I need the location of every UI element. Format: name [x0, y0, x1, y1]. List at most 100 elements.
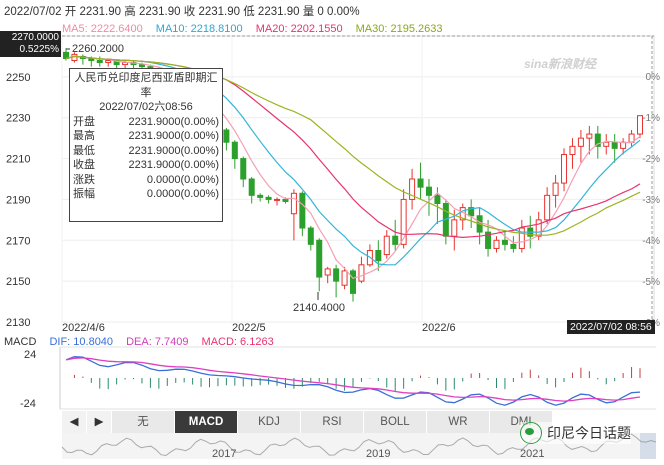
cursor-price-box: 2270.0000 0.5225% [0, 31, 61, 57]
candle-body [299, 192, 306, 229]
overview-year: 2019 [366, 448, 390, 460]
candle-body [552, 182, 559, 196]
macd-legend: MACD DIF: 10.8040 DEA: 7.7409 MACD: 6.12… [4, 336, 284, 348]
ma-lines [65, 55, 641, 279]
candle-body [425, 186, 432, 196]
tooltip-row: 最低 2231.9000(0.00%) [73, 144, 219, 157]
candle-body [274, 198, 281, 201]
y-tick-label: 2230 [6, 113, 30, 125]
candle-body [417, 178, 424, 188]
candle-body [611, 141, 618, 149]
tab-macd[interactable]: MACD [175, 411, 238, 433]
percent-tick-label: -3% [642, 195, 660, 206]
ma30-line [65, 55, 641, 236]
percent-axis: 0%-1%-2%-3%-4%-5%-6% [642, 72, 660, 329]
percent-tick-label: -5% [642, 277, 660, 288]
cursor-price: 2270.0000 [11, 32, 59, 43]
candle-body [501, 239, 508, 245]
y-tick-label: 2130 [6, 317, 30, 329]
annotations: 2260.2000 2140.4000 [66, 43, 345, 314]
candle-body [265, 196, 272, 200]
candle-body [594, 133, 601, 147]
tab-none[interactable]: 无 [112, 411, 175, 433]
tab-rsi[interactable]: RSI [301, 411, 364, 433]
wechat-watermark: 印尼今日话题 [520, 422, 631, 444]
ma10-legend: MA10: 2218.8100 [155, 23, 243, 35]
tooltip-row: 开盘 2231.9000(0.00%) [73, 115, 219, 128]
candle-body [350, 270, 356, 294]
x-tick-label: 2022/4/6 [62, 322, 105, 334]
ma20-legend: MA20: 2202.1550 [255, 23, 343, 35]
tooltip-row: 最高 2231.9000(0.00%) [73, 130, 219, 142]
cursor-date-box: 2022/07/02 08:56 [567, 320, 655, 334]
ma5-legend: MA5: 2222.6400 [62, 23, 143, 35]
low-annotation: 2140.4000 [293, 302, 345, 314]
date-axis: 2022/4/6 2022/5 2022/6 [62, 322, 456, 334]
percent-tick-label: 0% [646, 72, 661, 83]
candle-body [603, 141, 610, 147]
open-label: 开 [64, 6, 77, 18]
candle-body [400, 198, 407, 245]
overview-selection[interactable] [640, 433, 656, 459]
ohlc-tooltip: 人民币兑印度尼西亚盾即期汇率 2022/07/02六08:56 开盘 2231.9… [69, 68, 223, 222]
candle-body [561, 153, 568, 184]
candle-body [518, 227, 525, 249]
candle-body [569, 145, 576, 155]
dea-legend: DEA: 7.7409 [126, 336, 189, 348]
overview-year: 2017 [212, 448, 236, 460]
tooltip-row: 振幅 0.0000(0.00%) [73, 188, 219, 200]
crosshair [62, 35, 654, 322]
wechat-account: 印尼今日话题 [547, 425, 631, 441]
dif-legend: DIF: 10.8040 [49, 336, 114, 348]
candle-body [434, 194, 441, 205]
candles [63, 48, 643, 302]
candle-body [307, 227, 314, 245]
tooltip-title: 人民币兑印度尼西亚盾即期汇率 [74, 72, 218, 99]
candle-body [468, 207, 475, 217]
indicator-tabs: ◀ ▶ 无 MACD KDJ RSI BOLL WR DMI [62, 411, 553, 433]
tab-wr[interactable]: WR [427, 411, 490, 433]
candle-body [231, 141, 238, 160]
scroll-right-button[interactable]: ▶ [87, 411, 112, 433]
candle-body [577, 137, 584, 147]
macd-title: MACD [4, 336, 37, 348]
ma-legend: MA5: 2222.6400 MA10: 2218.8100 MA20: 220… [62, 23, 453, 35]
candle-body [113, 60, 120, 66]
y-tick-label: 2250 [6, 72, 30, 84]
macd-chart[interactable]: 24 -24 [0, 345, 664, 411]
candle-body [409, 178, 416, 200]
candle-body [96, 60, 103, 64]
candle-body [138, 64, 145, 68]
tab-boll[interactable]: BOLL [364, 411, 427, 433]
quote-date: 2022/07/02 [4, 6, 62, 18]
open-value: 2231.90 [79, 6, 122, 18]
close-value: 2231.90 [198, 6, 241, 18]
candle-body [586, 133, 593, 139]
candle-body [510, 243, 517, 249]
tooltip-row: 涨跌 0.0000(0.00%) [73, 173, 219, 186]
y-tick-label: 2210 [6, 154, 30, 166]
quote-summary: 2022/07/02 开 2231.90 高 2231.90 收 2231.90… [4, 3, 360, 19]
high-label: 高 [124, 6, 136, 18]
tooltip-row: 收盘 2231.9000(0.00%) [73, 159, 219, 171]
x-tick-label: 2022/6 [422, 322, 456, 334]
candle-body [105, 60, 112, 64]
candle-body [282, 198, 289, 202]
macd-value-legend: MACD: 6.1263 [201, 336, 274, 348]
low-value: 2231.90 [257, 6, 300, 18]
volume-value: 0 [317, 6, 324, 18]
volume-label: 量 [302, 6, 315, 18]
tab-kdj[interactable]: KDJ [238, 411, 301, 433]
candle-body [375, 250, 382, 262]
candle-body [451, 219, 458, 237]
high-value: 2231.90 [138, 6, 181, 18]
candle-body [240, 158, 247, 180]
candlestick-chart[interactable]: 2250 2230 2210 2190 2170 2150 2130 0% -1% -2% -3%… [0, 0, 664, 340]
candle-body [637, 115, 643, 135]
macd-y-bottom: -24 [20, 398, 36, 410]
candle-body [71, 53, 78, 62]
close-label: 收 [183, 6, 196, 18]
x-tick-label: 2022/5 [232, 322, 266, 334]
candle-body [358, 264, 365, 282]
scroll-left-button[interactable]: ◀ [62, 411, 87, 433]
